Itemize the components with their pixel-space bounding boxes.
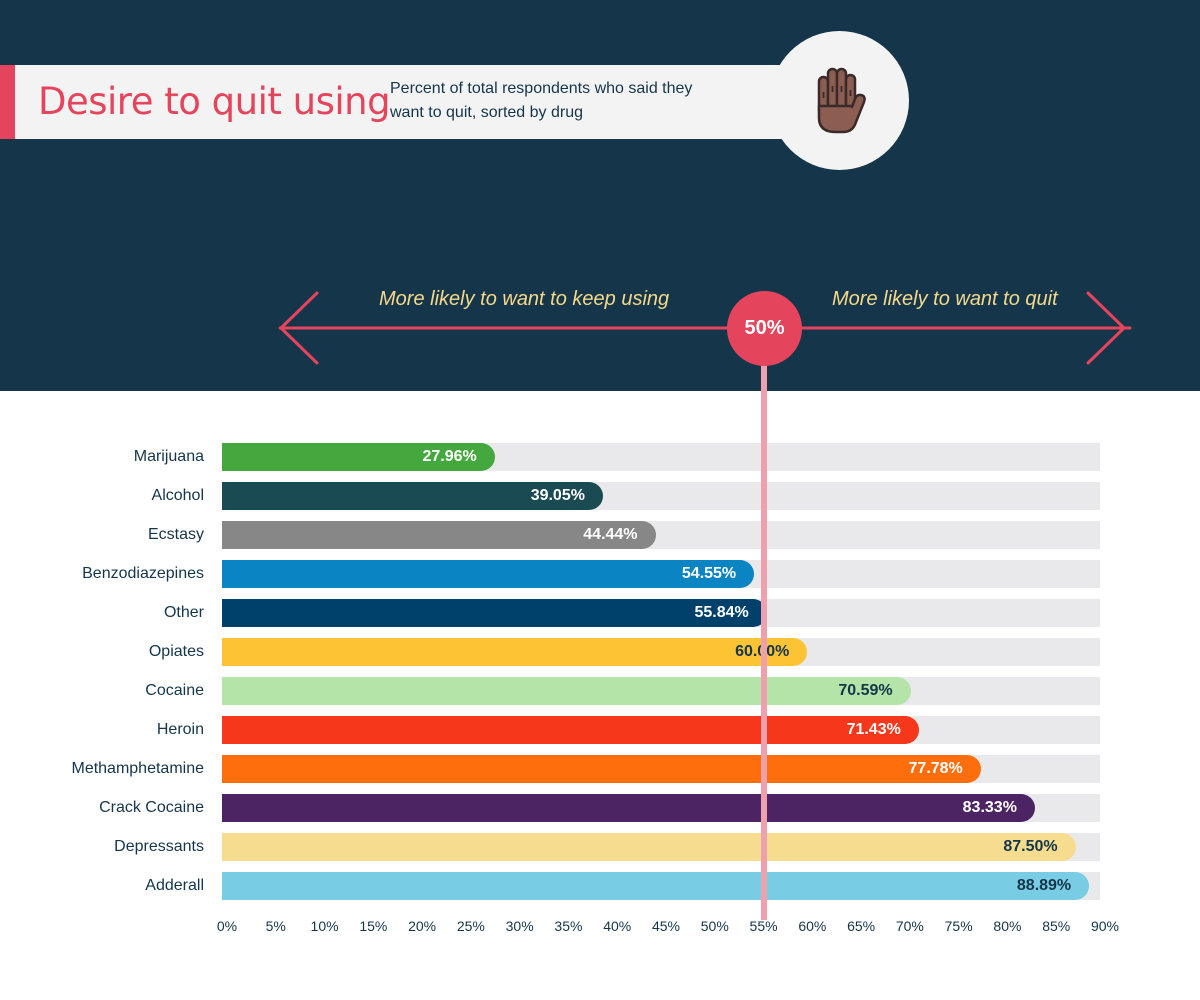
x-axis-tick-label: 90% [1090,918,1120,934]
title-bar [0,65,820,139]
bar-value-label: 27.96% [422,448,477,465]
category-label: Benzodiazepines [82,565,204,582]
bar-value-label: 83.33% [962,799,1017,816]
bar: 55.84% [222,599,767,627]
x-axis-tick-label: 70% [895,918,924,934]
bar: 88.89% [222,872,1090,900]
x-axis-tick-label: 25% [456,918,485,934]
x-axis-tick-label: 45% [651,918,681,934]
bar-value-label: 39.05% [530,487,585,504]
bar: 77.78% [222,755,981,783]
category-label: Ecstasy [147,526,204,543]
bar: 70.59% [222,677,911,705]
category-label: Methamphetamine [71,760,204,777]
category-label: Adderall [145,877,204,894]
bar-value-label: 54.55% [681,565,737,582]
bar-value-label: 77.78% [908,760,963,777]
category-label: Heroin [156,721,204,738]
want-to-quit-label: More likely to want to quit [832,288,1058,310]
category-label: Depressants [114,838,204,855]
bar: 39.05% [222,482,603,510]
bar: 87.50% [222,833,1076,861]
bar: 71.43% [222,716,919,744]
scale-arrow [278,291,1132,365]
x-axis-tick-label: 5% [265,918,286,934]
x-axis-tick-label: 50% [700,918,729,934]
x-axis-tick-label: 20% [408,918,437,934]
fifty-percent-badge: 50% [727,291,802,366]
category-label: Other [163,604,204,621]
x-axis-tick-label: 80% [993,918,1022,934]
category-label: Alcohol [151,487,204,504]
category-label: Crack Cocaine [99,799,204,816]
bar: 44.44% [222,521,656,549]
raised-hand-icon [817,67,866,134]
bar-value-label: 55.84% [694,604,749,621]
x-axis-tick-label: 40% [603,918,632,934]
x-axis-tick-label: 55% [749,918,778,934]
page-subtitle: Percent of total respondents who said th… [390,80,693,121]
x-axis-tick-label: 30% [505,918,534,934]
category-label: Marijuana [133,448,204,465]
bar-value-label: 71.43% [846,721,901,738]
icon-badge [770,31,909,170]
page-title: Desire to quit using [38,80,391,123]
x-axis-tick-label: 75% [944,918,973,934]
title-accent [0,65,15,139]
x-axis-tick-label: 10% [310,918,339,934]
x-axis-tick-label: 85% [1042,918,1071,934]
category-label: Opiates [148,643,204,660]
bar: 60.00% [222,638,808,666]
x-axis-tick-label: 60% [798,918,827,934]
x-axis-tick-label: 65% [847,918,876,934]
keep-using-label: More likely to want to keep using [379,288,670,310]
bar: 54.55% [222,560,755,588]
bar: 27.96% [222,443,495,471]
x-axis-tick-label: 15% [359,918,388,934]
bar: 83.33% [222,794,1035,822]
x-axis-tick-label: 0% [216,918,238,934]
bar-value-label: 70.59% [838,682,893,699]
category-label: Cocaine [145,682,204,699]
bar-value-label: 44.44% [583,526,638,543]
x-axis-tick-label: 35% [554,918,583,934]
bar-value-label: 88.89% [1016,877,1072,894]
fifty-percent-line [761,360,767,920]
bar-value-label: 87.50% [1003,838,1058,855]
